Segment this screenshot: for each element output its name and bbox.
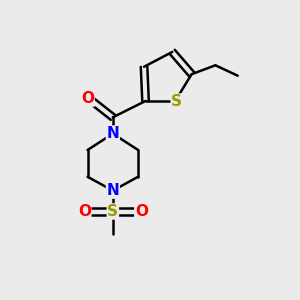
Text: S: S xyxy=(107,204,118,219)
Text: N: N xyxy=(106,183,119,198)
Text: N: N xyxy=(106,126,119,141)
Text: O: O xyxy=(81,91,94,106)
Text: S: S xyxy=(171,94,182,109)
Text: O: O xyxy=(135,204,148,219)
Text: O: O xyxy=(78,204,91,219)
